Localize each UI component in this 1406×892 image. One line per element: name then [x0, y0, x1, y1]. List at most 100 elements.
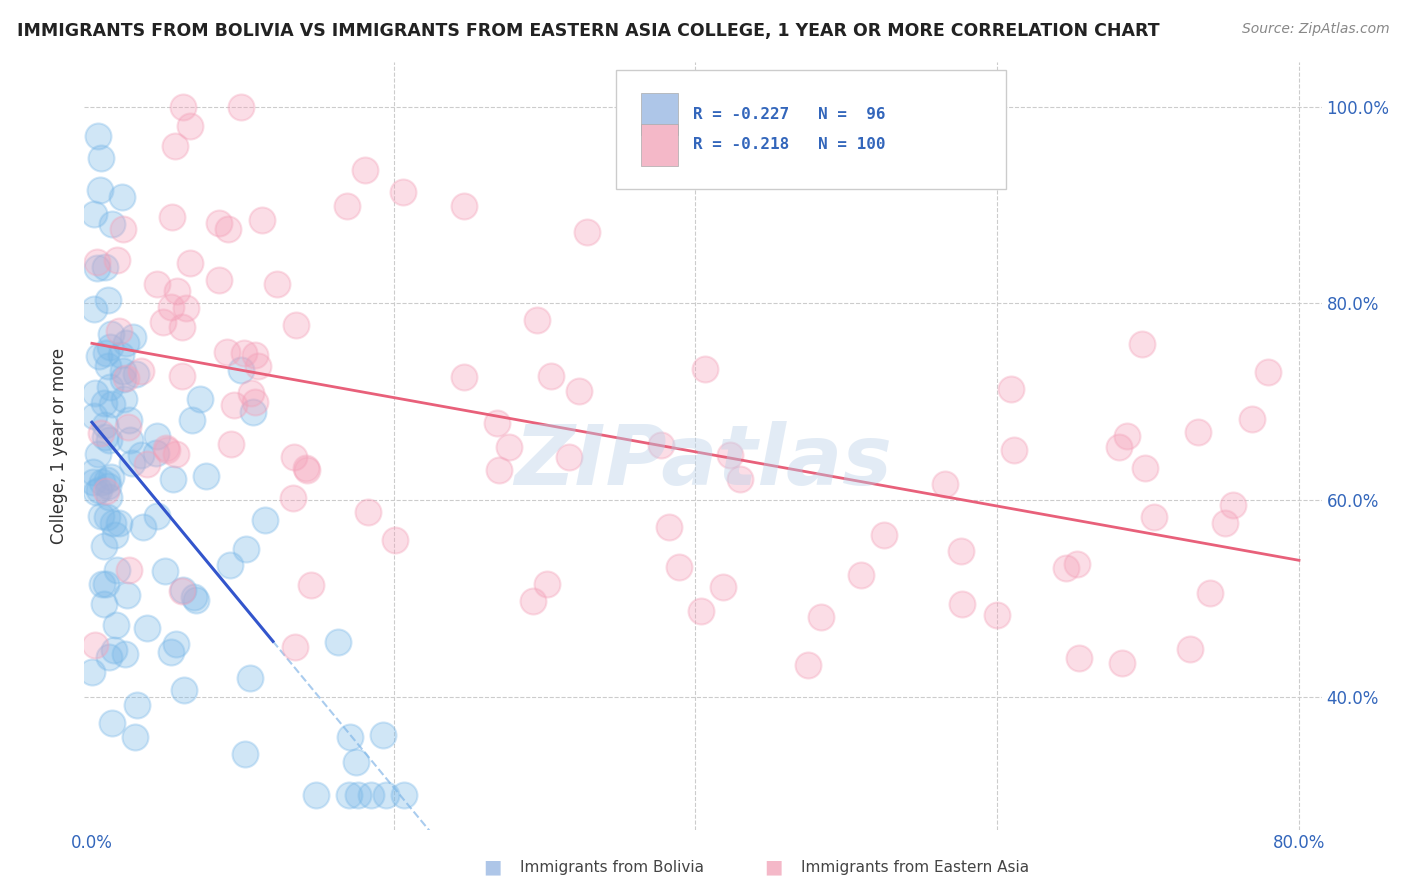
Point [568, 384, 591, 399]
Point [94, 417, 117, 432]
Point [87, 349, 110, 363]
Point [526, 313, 548, 327]
Point [131, 364, 153, 378]
Point [336, 199, 359, 213]
Point [114, 647, 136, 661]
Point [96, 473, 118, 487]
Point [135, 621, 157, 635]
Point [101, 396, 124, 410]
Point [693, 362, 716, 376]
Point [295, 463, 318, 477]
Point [91, 576, 114, 591]
Point [114, 370, 136, 384]
Point [194, 468, 217, 483]
Point [1198, 586, 1220, 600]
Point [294, 461, 316, 475]
Point [170, 584, 193, 599]
Point [112, 372, 135, 386]
Point [89, 483, 111, 497]
Point [179, 120, 201, 134]
Point [84, 638, 107, 652]
Point [94, 430, 117, 444]
Point [117, 563, 139, 577]
Point [80, 665, 103, 680]
Point [658, 520, 681, 534]
Point [1066, 557, 1088, 571]
Point [718, 449, 741, 463]
Point [557, 450, 579, 464]
Point [117, 419, 139, 434]
Point [93, 539, 115, 553]
Point [986, 608, 1008, 623]
Point [96, 346, 118, 360]
Point [346, 788, 368, 802]
FancyBboxPatch shape [616, 70, 1007, 189]
Point [97, 293, 120, 308]
Point [131, 448, 153, 462]
Point [155, 441, 177, 455]
Point [153, 564, 176, 578]
Point [711, 581, 734, 595]
Point [1133, 461, 1156, 475]
Point [371, 728, 394, 742]
Point [453, 198, 475, 212]
Point [239, 386, 262, 401]
Point [155, 443, 177, 458]
Point [575, 225, 598, 239]
Point [1240, 411, 1263, 425]
Point [392, 185, 415, 199]
Point [218, 558, 240, 573]
Point [810, 610, 832, 624]
Point [159, 645, 181, 659]
Point [188, 392, 211, 407]
Point [93, 597, 115, 611]
Point [86, 261, 108, 276]
Point [283, 491, 305, 505]
Point [873, 528, 896, 542]
Point [229, 100, 252, 114]
Text: ■: ■ [482, 857, 502, 877]
Point [115, 335, 138, 350]
Text: Immigrants from Bolivia: Immigrants from Bolivia [520, 860, 704, 874]
Point [97, 359, 120, 373]
Point [232, 346, 254, 360]
Point [96, 484, 118, 499]
Point [162, 472, 184, 486]
Point [1002, 442, 1025, 457]
Point [83, 207, 105, 221]
Point [266, 277, 288, 291]
Point [93, 260, 115, 274]
Point [172, 100, 194, 114]
Point [522, 593, 544, 607]
Point [224, 398, 246, 412]
Point [1222, 498, 1244, 512]
Point [127, 698, 149, 713]
Point [125, 367, 148, 381]
Point [166, 284, 188, 298]
Point [208, 273, 231, 287]
Point [90, 151, 112, 165]
Point [124, 731, 146, 745]
Text: R = -0.227   N =  96: R = -0.227 N = 96 [693, 107, 886, 121]
Point [98, 649, 121, 664]
Point [243, 395, 266, 409]
Text: ■: ■ [763, 857, 783, 877]
Point [111, 364, 134, 378]
Point [1000, 382, 1022, 396]
Point [690, 604, 713, 618]
Point [89, 183, 111, 197]
Point [1108, 440, 1130, 454]
Point [86, 255, 108, 269]
Point [797, 658, 820, 673]
Point [103, 643, 125, 657]
Point [180, 412, 202, 426]
Point [183, 591, 205, 605]
Point [354, 163, 377, 178]
Point [328, 635, 350, 649]
Point [728, 472, 751, 486]
Point [233, 747, 256, 761]
Point [488, 463, 510, 477]
Point [849, 567, 872, 582]
Point [159, 301, 181, 315]
Text: IMMIGRANTS FROM BOLIVIA VS IMMIGRANTS FROM EASTERN ASIA COLLEGE, 1 YEAR OR MORE : IMMIGRANTS FROM BOLIVIA VS IMMIGRANTS FR… [17, 22, 1160, 40]
